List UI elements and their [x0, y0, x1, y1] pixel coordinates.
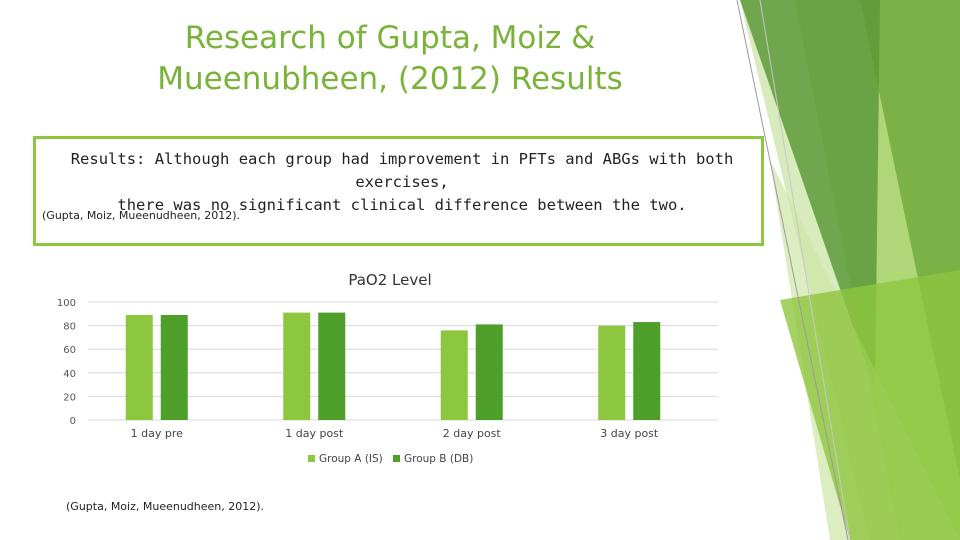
results-citation: (Gupta, Moiz, Mueenudheen, 2012).	[42, 209, 241, 222]
y-tick-label: 0	[70, 416, 76, 427]
legend-swatch	[308, 455, 315, 462]
y-tick-label: 100	[57, 298, 76, 309]
slide-title-line-2: Mueenubheen, (2012) Results	[157, 61, 623, 97]
slide-title: Research of Gupta, Moiz & Mueenubheen, (…	[120, 18, 660, 100]
chart-title: PaO2 Level	[348, 271, 431, 289]
bar	[125, 314, 153, 420]
pao2-chart: PaO2 Level 0 20 40 60 80 100 1 day pre 1 day pos…	[40, 262, 730, 472]
chart-svg: PaO2 Level 0 20 40 60 80 100 1 day pre 1 day pos…	[57, 271, 718, 465]
bar	[440, 330, 468, 420]
results-text-line-2: there was no significant clinical differ…	[117, 196, 687, 214]
x-tick-label: 2 day post	[443, 427, 502, 440]
results-text: Results: Although each group had improve…	[46, 148, 758, 217]
x-tick-label: 3 day post	[600, 427, 659, 440]
legend-swatch	[393, 455, 400, 462]
y-tick-label: 60	[63, 345, 76, 356]
slide-title-line-1: Research of Gupta, Moiz &	[184, 20, 596, 56]
legend-label: Group B (DB)	[404, 453, 473, 465]
y-tick-label: 80	[63, 322, 76, 333]
x-tick-label: 1 day post	[285, 427, 344, 440]
bar	[598, 325, 626, 420]
bottom-citation: (Gupta, Moiz, Mueenudheen, 2012).	[66, 500, 265, 513]
bar	[475, 324, 503, 420]
results-box: Results: Although each group had improve…	[33, 136, 764, 246]
legend-label: Group A (IS)	[319, 453, 383, 465]
x-tick-label: 1 day pre	[131, 427, 183, 440]
results-text-line-1: Results: Although each group had improve…	[70, 150, 734, 191]
bar	[318, 312, 346, 420]
bar	[283, 312, 311, 420]
bar	[633, 322, 661, 420]
y-tick-label: 40	[63, 369, 76, 380]
bar	[160, 314, 188, 420]
y-tick-label: 20	[63, 392, 76, 403]
